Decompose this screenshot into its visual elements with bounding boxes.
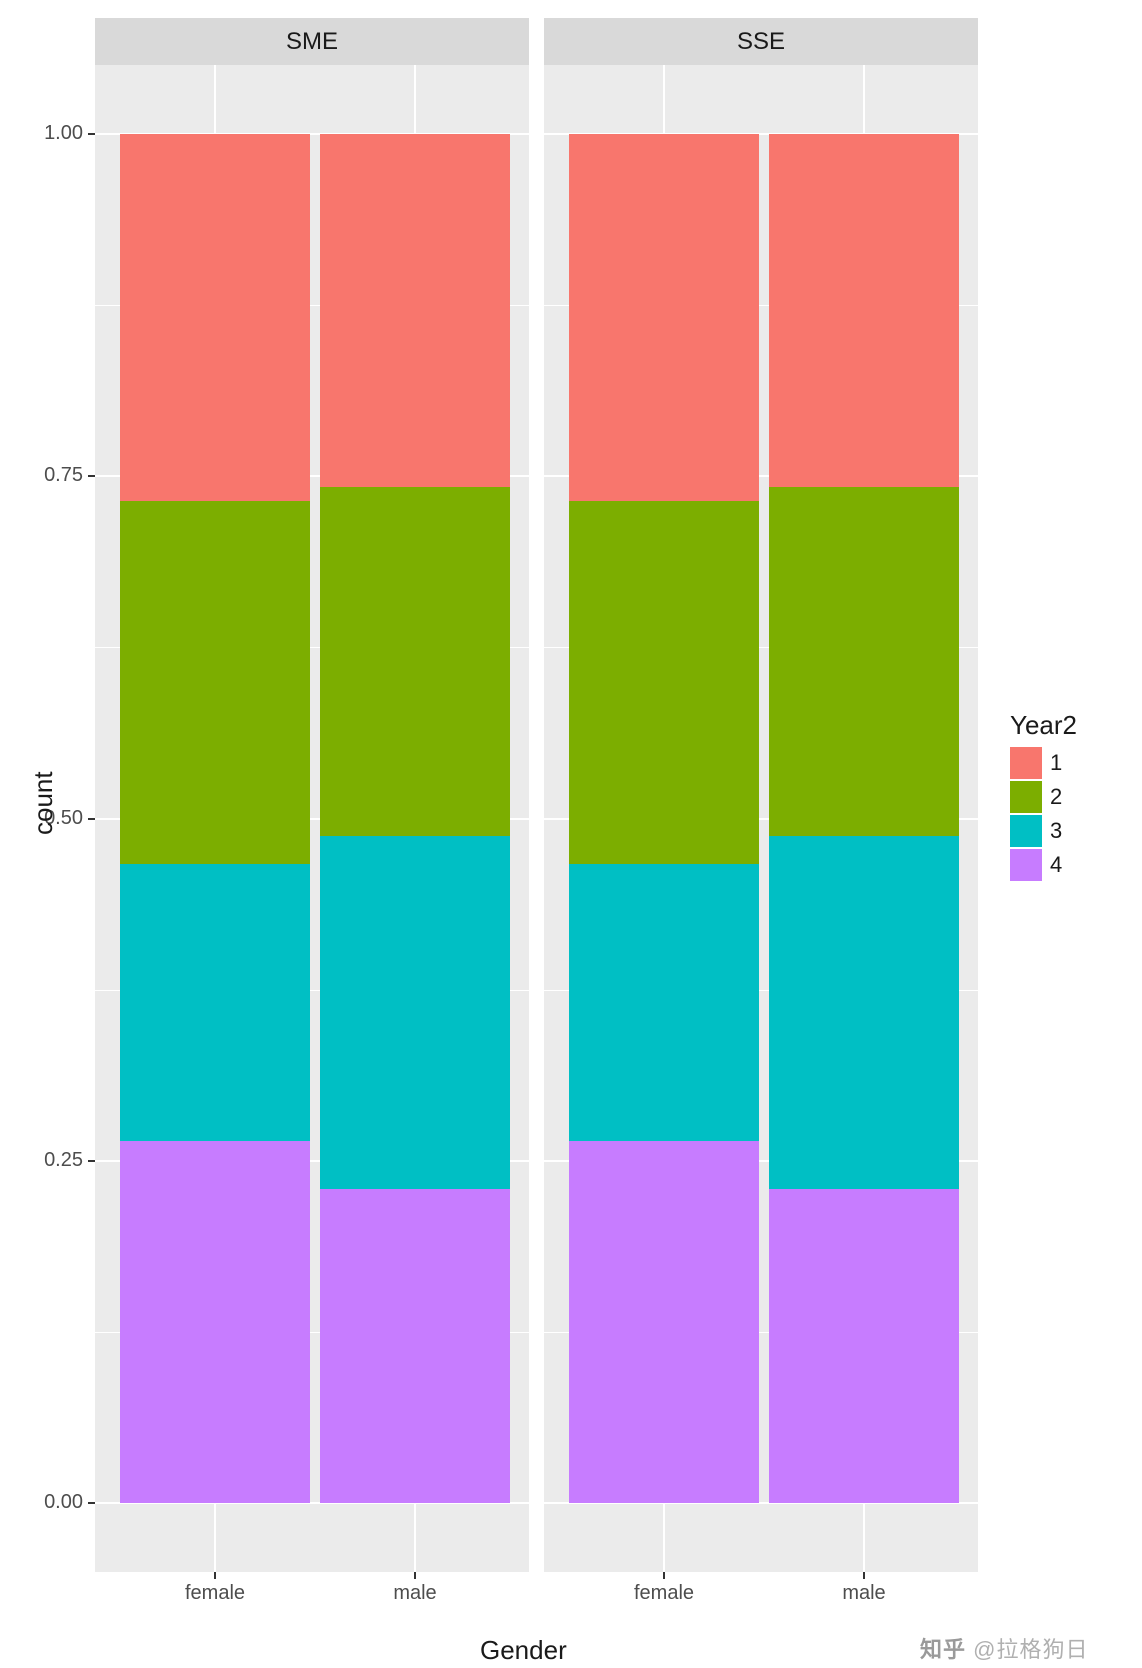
bar-segment <box>769 134 959 487</box>
bar-segment <box>769 1189 959 1502</box>
bar-segment <box>320 487 510 836</box>
bar-segment <box>320 836 510 1189</box>
x-tick-label: female <box>175 1582 255 1605</box>
legend-label: 4 <box>1050 852 1062 878</box>
legend-item: 2 <box>1010 781 1077 813</box>
bar-stack <box>320 134 510 1502</box>
watermark-text: @拉格狗日 <box>966 1637 1088 1662</box>
bar-segment <box>569 501 759 864</box>
bar-segment <box>569 864 759 1142</box>
legend-item: 4 <box>1010 849 1077 881</box>
y-tick-label: 1.00 <box>44 122 83 145</box>
facet-strip: SSE <box>544 18 978 65</box>
bar-segment <box>120 864 310 1142</box>
x-tick-label: male <box>375 1582 455 1605</box>
bar-segment <box>120 501 310 864</box>
bar-segment <box>769 836 959 1189</box>
facet-strip: SME <box>95 18 529 65</box>
y-tick <box>88 475 95 477</box>
bar-stack <box>569 134 759 1502</box>
legend-key <box>1010 747 1042 779</box>
y-tick <box>88 1160 95 1162</box>
legend-label: 1 <box>1050 750 1062 776</box>
y-tick <box>88 818 95 820</box>
panel <box>544 65 978 1572</box>
legend: Year2 1 2 3 4 <box>1010 710 1077 883</box>
y-tick <box>88 1502 95 1504</box>
x-axis-title: Gender <box>480 1635 567 1666</box>
x-tick <box>663 1572 665 1579</box>
bar-segment <box>569 134 759 501</box>
y-tick-label: 0.25 <box>44 1149 83 1172</box>
x-tick <box>214 1572 216 1579</box>
x-tick <box>863 1572 865 1579</box>
legend-title: Year2 <box>1010 710 1077 741</box>
legend-key <box>1010 781 1042 813</box>
bar-stack <box>120 134 310 1502</box>
bar-segment <box>120 1141 310 1502</box>
legend-item: 1 <box>1010 747 1077 779</box>
bar-segment <box>569 1141 759 1502</box>
y-tick-label: 0.75 <box>44 464 83 487</box>
y-tick-label: 0.00 <box>44 1491 83 1514</box>
legend-key <box>1010 815 1042 847</box>
legend-item: 3 <box>1010 815 1077 847</box>
x-tick <box>414 1572 416 1579</box>
bar-segment <box>320 134 510 487</box>
watermark: 知乎 @拉格狗日 <box>920 1632 1088 1664</box>
bar-segment <box>120 134 310 501</box>
x-tick-label: male <box>824 1582 904 1605</box>
bar-segment <box>320 1189 510 1502</box>
legend-label: 2 <box>1050 784 1062 810</box>
x-tick-label: female <box>624 1582 704 1605</box>
panel <box>95 65 529 1572</box>
legend-label: 3 <box>1050 818 1062 844</box>
y-axis-title: count <box>28 771 59 835</box>
bar-stack <box>769 134 959 1502</box>
legend-key <box>1010 849 1042 881</box>
y-tick <box>88 133 95 135</box>
bar-segment <box>769 487 959 836</box>
watermark-logo: 知乎 <box>920 1637 966 1662</box>
